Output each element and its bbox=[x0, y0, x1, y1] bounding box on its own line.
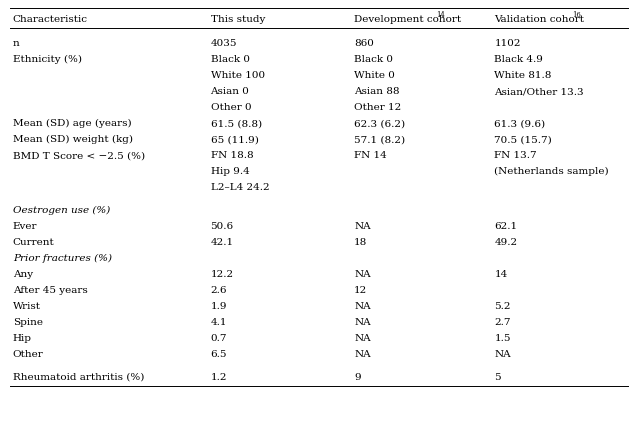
Text: 49.2: 49.2 bbox=[494, 238, 517, 247]
Text: Development cohort: Development cohort bbox=[354, 15, 461, 25]
Text: Other 12: Other 12 bbox=[354, 103, 401, 112]
Text: 4.1: 4.1 bbox=[211, 318, 227, 327]
Text: 61.3 (9.6): 61.3 (9.6) bbox=[494, 119, 545, 128]
Text: 12: 12 bbox=[354, 286, 367, 295]
Text: 860: 860 bbox=[354, 39, 374, 48]
Text: 1102: 1102 bbox=[494, 39, 521, 48]
Text: Oestrogen use (%): Oestrogen use (%) bbox=[13, 206, 110, 215]
Text: 50.6: 50.6 bbox=[211, 222, 234, 231]
Text: After 45 years: After 45 years bbox=[13, 286, 87, 295]
Text: 70.5 (15.7): 70.5 (15.7) bbox=[494, 135, 553, 144]
Text: 42.1: 42.1 bbox=[211, 238, 234, 247]
Text: L2–L4 24.2: L2–L4 24.2 bbox=[211, 183, 269, 192]
Text: Rheumatoid arthritis (%): Rheumatoid arthritis (%) bbox=[13, 373, 144, 382]
Text: Mean (SD) age (years): Mean (SD) age (years) bbox=[13, 119, 131, 128]
Text: Characteristic: Characteristic bbox=[13, 15, 88, 25]
Text: White 81.8: White 81.8 bbox=[494, 71, 552, 80]
Text: NA: NA bbox=[354, 350, 371, 359]
Text: 14: 14 bbox=[436, 11, 445, 19]
Text: 4035: 4035 bbox=[211, 39, 237, 48]
Text: 12.2: 12.2 bbox=[211, 270, 234, 279]
Text: Asian 0: Asian 0 bbox=[211, 87, 249, 96]
Text: FN 18.8: FN 18.8 bbox=[211, 151, 253, 160]
Text: 62.1: 62.1 bbox=[494, 222, 517, 231]
Text: 18: 18 bbox=[354, 238, 367, 247]
Text: Hip: Hip bbox=[13, 334, 32, 343]
Text: 61.5 (8.8): 61.5 (8.8) bbox=[211, 119, 262, 128]
Text: Other: Other bbox=[13, 350, 43, 359]
Text: Black 4.9: Black 4.9 bbox=[494, 55, 544, 64]
Text: Ever: Ever bbox=[13, 222, 37, 231]
Text: 6.5: 6.5 bbox=[211, 350, 227, 359]
Text: n: n bbox=[13, 39, 20, 48]
Text: Mean (SD) weight (kg): Mean (SD) weight (kg) bbox=[13, 135, 133, 144]
Text: Asian/Other 13.3: Asian/Other 13.3 bbox=[494, 87, 584, 96]
Text: FN 14: FN 14 bbox=[354, 151, 387, 160]
Text: FN 13.7: FN 13.7 bbox=[494, 151, 537, 160]
Text: Black 0: Black 0 bbox=[354, 55, 393, 64]
Text: Ethnicity (%): Ethnicity (%) bbox=[13, 55, 82, 64]
Text: Validation cohort: Validation cohort bbox=[494, 15, 584, 25]
Text: Other 0: Other 0 bbox=[211, 103, 251, 112]
Text: 1.5: 1.5 bbox=[494, 334, 511, 343]
Text: 2.7: 2.7 bbox=[494, 318, 511, 327]
Text: 14: 14 bbox=[494, 270, 508, 279]
Text: 1.2: 1.2 bbox=[211, 373, 227, 382]
Text: 62.3 (6.2): 62.3 (6.2) bbox=[354, 119, 405, 128]
Text: Black 0: Black 0 bbox=[211, 55, 249, 64]
Text: 5.2: 5.2 bbox=[494, 302, 511, 311]
Text: 0.7: 0.7 bbox=[211, 334, 227, 343]
Text: This study: This study bbox=[211, 15, 265, 25]
Text: Hip 9.4: Hip 9.4 bbox=[211, 167, 249, 176]
Text: NA: NA bbox=[354, 222, 371, 231]
Text: 57.1 (8.2): 57.1 (8.2) bbox=[354, 135, 405, 144]
Text: White 0: White 0 bbox=[354, 71, 395, 80]
Text: (Netherlands sample): (Netherlands sample) bbox=[494, 167, 609, 176]
Text: 16: 16 bbox=[572, 11, 581, 19]
Text: Any: Any bbox=[13, 270, 33, 279]
Text: Current: Current bbox=[13, 238, 54, 247]
Text: NA: NA bbox=[354, 318, 371, 327]
Text: 2.6: 2.6 bbox=[211, 286, 227, 295]
Text: NA: NA bbox=[354, 334, 371, 343]
Text: NA: NA bbox=[494, 350, 511, 359]
Text: BMD T Score < −2.5 (%): BMD T Score < −2.5 (%) bbox=[13, 151, 145, 160]
Text: NA: NA bbox=[354, 270, 371, 279]
Text: Wrist: Wrist bbox=[13, 302, 41, 311]
Text: 9: 9 bbox=[354, 373, 360, 382]
Text: Prior fractures (%): Prior fractures (%) bbox=[13, 254, 112, 263]
Text: 5: 5 bbox=[494, 373, 501, 382]
Text: 1.9: 1.9 bbox=[211, 302, 227, 311]
Text: Spine: Spine bbox=[13, 318, 43, 327]
Text: Asian 88: Asian 88 bbox=[354, 87, 399, 96]
Text: 65 (11.9): 65 (11.9) bbox=[211, 135, 258, 144]
Text: NA: NA bbox=[354, 302, 371, 311]
Text: White 100: White 100 bbox=[211, 71, 265, 80]
